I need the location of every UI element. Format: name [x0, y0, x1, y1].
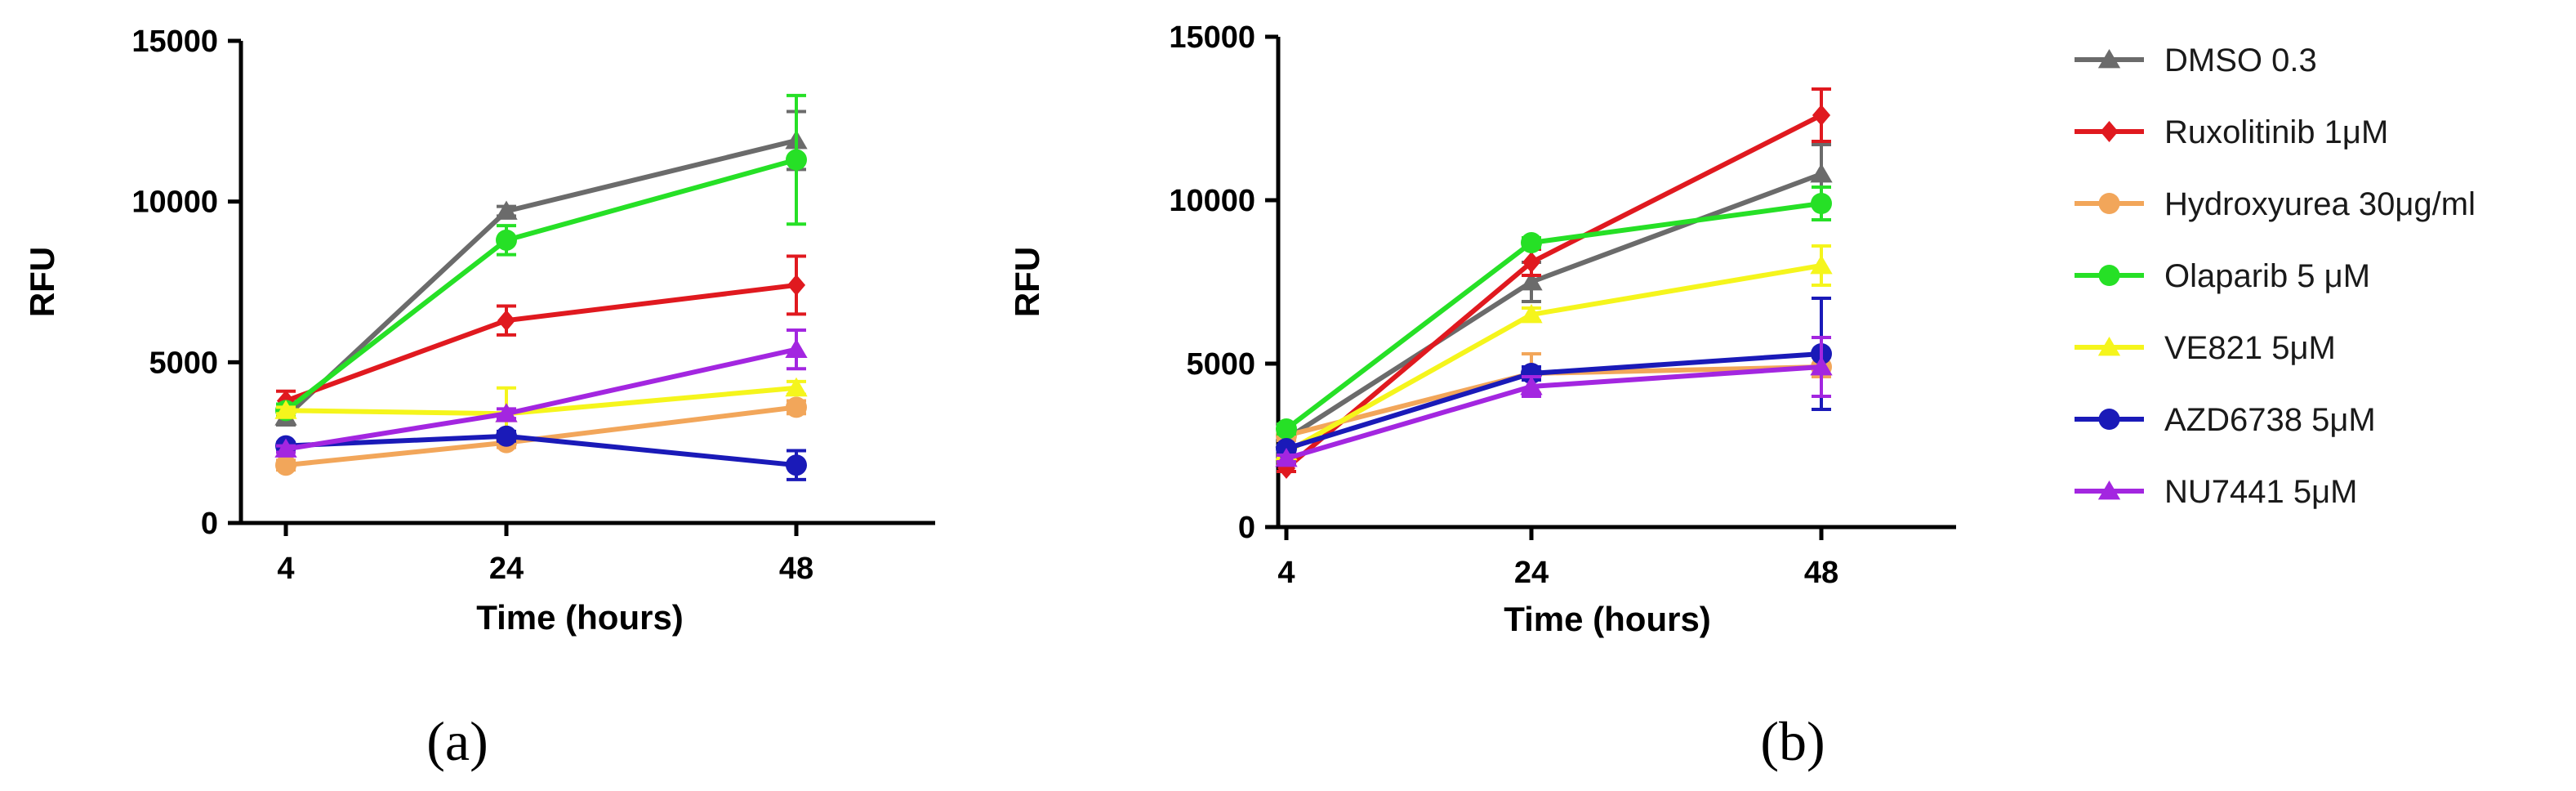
y-tick-label: 10000: [131, 185, 218, 220]
series-line: [285, 346, 797, 452]
chart-b-x-axis-title: Time (hours): [1504, 600, 1711, 638]
series-ruxolitinib-1-m: [276, 254, 806, 413]
data-point: [274, 400, 297, 419]
data-point: [1810, 255, 1833, 275]
data-point: [786, 396, 807, 418]
legend-swatch-marker: [2097, 480, 2121, 500]
series-hydroxyurea-30-g-ml: [1276, 352, 1832, 446]
legend: DMSO 0.3 Ruxolitinib 1μM Hydroxyurea 30μg/…: [2075, 42, 2476, 510]
data-point: [1520, 376, 1543, 396]
series-ruxolitinib-1-m: [1277, 87, 1831, 479]
series-line: [1285, 201, 1822, 431]
data-point: [275, 454, 296, 476]
legend-swatch-marker: [2097, 337, 2121, 356]
chart-a-x-axis-title: Time (hours): [476, 598, 684, 637]
data-point: [785, 338, 808, 358]
data-point: [495, 403, 518, 422]
legend-swatch-marker: [2098, 409, 2120, 430]
chart-panel-b: 0 5000 10000 15000 4 24 48 RFU Time (hours) (b…: [1008, 20, 1956, 772]
data-point: [787, 274, 806, 296]
y-tick-label: 10000: [1169, 184, 1255, 218]
y-tick-label: 0: [201, 507, 218, 541]
y-tick-label: 0: [1238, 511, 1255, 545]
data-point: [1810, 356, 1833, 376]
chart-a-y-axis-title: RFU: [23, 247, 61, 317]
series-olaparib-5-m: [1276, 185, 1832, 440]
x-tick-label: 4: [1277, 556, 1295, 590]
x-tick-label: 24: [1514, 556, 1549, 590]
legend-swatch-marker: [2098, 265, 2120, 286]
data-point: [786, 454, 807, 476]
series-dmso-0-3: [1275, 143, 1833, 448]
legend-swatch-marker: [2097, 49, 2121, 69]
data-point: [1521, 363, 1542, 384]
y-tick-label: 15000: [1169, 20, 1255, 55]
data-point: [785, 377, 808, 397]
x-tick-label: 48: [1804, 556, 1838, 590]
chart-b-y-axis-title: RFU: [1008, 247, 1046, 317]
chart-a-series: [274, 93, 808, 481]
legend-label: DMSO 0.3: [2164, 42, 2317, 78]
chart-b-axes: 0 5000 10000 15000 4 24 48: [1169, 20, 1956, 590]
legend-label: Olaparib 5 μM: [2164, 258, 2370, 294]
legend-label: AZD6738 5μM: [2164, 402, 2376, 438]
series-azd6738-5-m: [1276, 297, 1832, 459]
data-point: [496, 229, 517, 251]
legend-item: Ruxolitinib 1μM: [2075, 114, 2388, 150]
legend-label: Hydroxyurea 30μg/ml: [2164, 186, 2476, 222]
x-tick-label: 24: [489, 552, 524, 586]
legend-item: Olaparib 5 μM: [2075, 258, 2370, 294]
data-point: [1810, 163, 1833, 183]
legend-item: VE821 5μM: [2075, 330, 2336, 366]
legend-item: Hydroxyurea 30μg/ml: [2075, 186, 2476, 222]
legend-label: Ruxolitinib 1μM: [2164, 114, 2388, 150]
series-line: [285, 433, 797, 468]
legend-item: AZD6738 5μM: [2075, 402, 2376, 438]
series-line: [1286, 364, 1822, 461]
data-point: [1521, 232, 1542, 253]
data-point: [1276, 418, 1297, 440]
series-line: [285, 385, 797, 417]
series-nu7441-5-m: [1275, 336, 1833, 467]
data-point: [1520, 304, 1543, 324]
y-tick-label: 5000: [149, 346, 218, 380]
y-tick-label: 5000: [1186, 347, 1255, 382]
data-point: [786, 149, 807, 171]
data-point: [1811, 193, 1832, 214]
x-tick-label: 48: [779, 552, 813, 586]
panel-label-a: (a): [426, 710, 488, 772]
series-azd6738-5-m: [275, 425, 807, 481]
data-point: [495, 200, 518, 220]
data-point: [1522, 252, 1541, 273]
x-tick-label: 4: [277, 552, 294, 586]
legend-swatch-marker: [2098, 193, 2120, 214]
series-nu7441-5-m: [274, 328, 808, 458]
data-point: [496, 425, 517, 447]
legend-item: NU7441 5μM: [2075, 474, 2357, 510]
legend-swatch-marker: [2100, 121, 2119, 142]
series-olaparib-5-m: [275, 93, 807, 422]
y-tick-label: 15000: [131, 25, 218, 59]
panel-label-b: (b): [1760, 710, 1825, 772]
chart-b-series: [1275, 87, 1833, 479]
data-point: [1812, 105, 1831, 126]
data-point: [497, 310, 516, 332]
data-point: [274, 438, 297, 458]
legend-label: VE821 5μM: [2164, 330, 2336, 366]
data-point: [1520, 271, 1543, 291]
legend-item: DMSO 0.3: [2075, 42, 2317, 78]
legend-label: NU7441 5μM: [2164, 474, 2357, 510]
chart-panel-a: 0 5000 10000 15000 4 24 48 RFU Time (hours) (a…: [23, 25, 935, 772]
chart-a-axes: 0 5000 10000 15000 4 24 48: [131, 25, 935, 586]
data-point: [1275, 448, 1298, 467]
